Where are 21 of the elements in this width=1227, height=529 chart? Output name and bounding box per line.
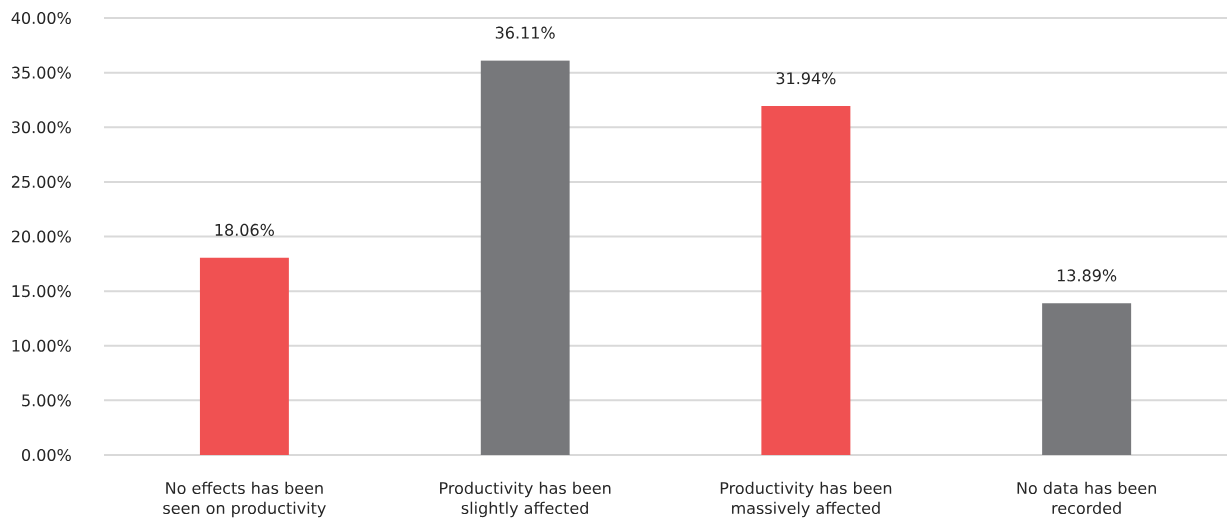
bar xyxy=(761,106,851,455)
y-tick-label: 25.00% xyxy=(11,175,71,188)
x-tick-label: Productivity has been massively affected xyxy=(720,481,892,518)
x-tick-label: No data has been recorded xyxy=(1017,481,1156,515)
x-tick-label: No effects has been seen on productivity xyxy=(163,481,326,518)
y-tick-label: 10.00% xyxy=(12,339,71,352)
y-tick-label: 20.00% xyxy=(11,230,71,243)
data-label: 13.89% xyxy=(1057,269,1117,282)
data-label: 18.06% xyxy=(215,223,274,236)
bar xyxy=(199,257,289,455)
data-label: 36.11% xyxy=(495,26,555,39)
y-tick-label: 30.00% xyxy=(12,121,71,134)
x-tick-label: Productivity has been slightly affected xyxy=(440,481,611,518)
bar xyxy=(1042,303,1132,455)
y-tick-label: 5.00% xyxy=(22,394,71,407)
bar xyxy=(480,60,570,455)
y-tick-label: 0.00% xyxy=(22,448,71,462)
y-tick-label: 40.00% xyxy=(11,11,71,25)
y-tick-label: 35.00% xyxy=(12,66,71,79)
y-tick-label: 15.00% xyxy=(12,285,71,298)
data-label: 31.94% xyxy=(776,72,836,85)
